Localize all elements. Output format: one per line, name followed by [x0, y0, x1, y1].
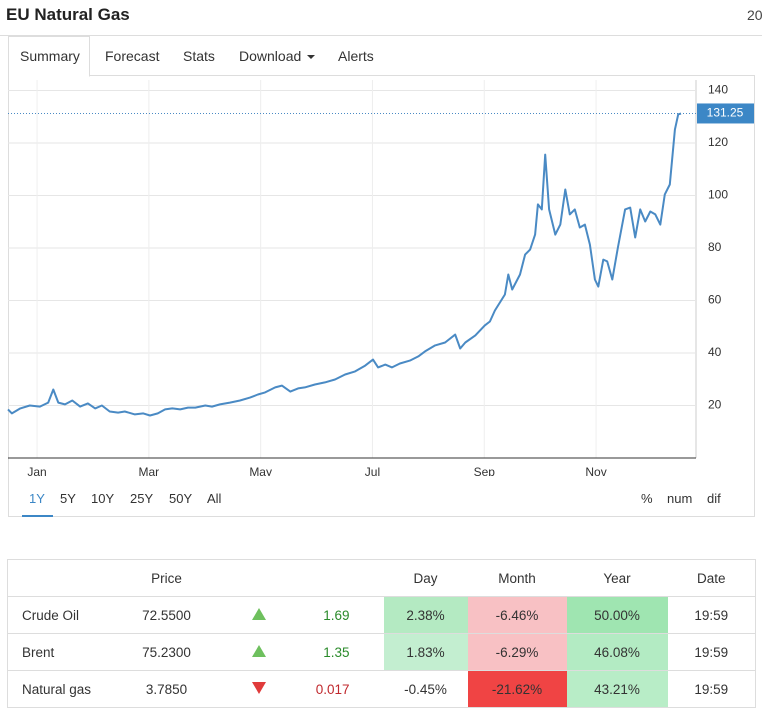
y-tick-label: 140 — [708, 83, 728, 97]
header-cell — [308, 559, 384, 597]
y-tick-label: 20 — [708, 398, 722, 412]
display-mode[interactable]: % — [641, 491, 653, 506]
tab[interactable]: Stats — [183, 48, 215, 64]
month-cell: -21.62% — [467, 670, 567, 708]
active-underline — [22, 515, 53, 517]
name-cell: Crude Oil — [7, 596, 125, 634]
page-title: EU Natural Gas — [6, 5, 130, 24]
x-tick-label: Sep — [474, 465, 496, 476]
year-cell: 50.00% — [566, 596, 668, 634]
active-tab-frame — [8, 36, 90, 77]
day-cell: 1.83% — [383, 633, 468, 671]
range-button[interactable]: 1Y — [29, 491, 45, 506]
table-row[interactable]: Natural gas 3.7850 0.017 -0.45% -21.62% 43.21… — [7, 670, 756, 708]
month-cell: -6.46% — [467, 596, 567, 634]
y-tick-label: 80 — [708, 240, 722, 254]
tab-dropdown[interactable]: Download — [239, 48, 316, 64]
header-cell: Day — [383, 559, 468, 597]
range-button[interactable]: 50Y — [169, 491, 193, 506]
year-cell: 46.08% — [566, 633, 668, 671]
y-tick-label: 60 — [708, 293, 722, 307]
header-cell: Month — [467, 559, 567, 597]
trend-cell — [208, 596, 309, 634]
year-cell: 43.21% — [566, 670, 668, 708]
header-row: Price Day Month Year Date — [7, 559, 756, 597]
header-cell — [7, 559, 125, 597]
date-cell: 19:59 — [667, 596, 756, 634]
table-row[interactable]: Crude Oil 72.5500 1.69 2.38% -6.46% 50.00% 19:… — [7, 596, 756, 634]
price-cell: 75.2300 — [124, 633, 209, 671]
y-tick-label: 100 — [708, 188, 728, 202]
caret — [307, 55, 316, 60]
tab[interactable]: Alerts — [338, 48, 374, 64]
chart: 20 40 60 80 100 120 140 Jan Mar May Jul Sep Nov 131.2… — [7, 80, 754, 476]
y-tick-label: 120 — [708, 135, 728, 149]
last-value-label: 131.25 — [707, 106, 744, 120]
tab[interactable]: Forecast — [105, 48, 160, 64]
last-value-box — [697, 103, 754, 124]
trend-cell — [208, 633, 309, 671]
y-tick-label: 40 — [708, 345, 722, 359]
header-cell: Year — [566, 559, 668, 597]
display-mode[interactable]: num — [667, 491, 693, 506]
date-cell: 19:59 — [667, 633, 756, 671]
display-mode[interactable]: dif — [707, 491, 721, 506]
quotes-table: Price Day Month Year Date Crude Oil 72.55… — [7, 559, 756, 708]
date-fragment: 20 — [747, 7, 762, 23]
chart-panel — [8, 76, 755, 517]
tab[interactable]: Summary — [20, 48, 80, 64]
trend-cell — [208, 670, 309, 708]
trend-arrow — [251, 607, 266, 620]
trend-arrow — [251, 681, 266, 694]
x-tick-label: Mar — [139, 465, 160, 476]
price-cell: 72.5500 — [124, 596, 209, 634]
tab-label: Download — [239, 48, 302, 64]
change-cell: 0.017 — [308, 670, 384, 708]
x-tick-label: May — [249, 465, 272, 476]
table-row[interactable]: Brent 75.2300 1.35 1.83% -6.29% 46.08% 19:59 — [7, 633, 756, 671]
name-cell: Natural gas — [7, 670, 125, 708]
price-cell: 3.7850 — [124, 670, 209, 708]
range-button[interactable]: 5Y — [60, 491, 76, 506]
table-body: Crude Oil 72.5500 1.69 2.38% -6.46% 50.00% 19:… — [7, 596, 756, 708]
month-cell: -6.29% — [467, 633, 567, 671]
header-cell: Price — [124, 559, 209, 597]
x-tick-label: Nov — [585, 465, 606, 476]
name-cell: Brent — [7, 633, 125, 671]
x-tick-label: Jan — [27, 465, 46, 476]
trend-arrow — [251, 644, 266, 657]
divider — [0, 35, 762, 36]
tab-bar: Summary Forecast Stats Download Alerts — [8, 36, 755, 77]
x-tick-label: Jul — [365, 465, 380, 476]
change-cell: 1.35 — [308, 633, 384, 671]
change-cell: 1.69 — [308, 596, 384, 634]
price-line — [7, 112, 682, 417]
header-cell — [208, 559, 309, 597]
header-cell: Date — [667, 559, 756, 597]
day-cell: 2.38% — [383, 596, 468, 634]
day-cell: -0.45% — [383, 670, 468, 708]
range-button[interactable]: 25Y — [130, 491, 154, 506]
date-cell: 19:59 — [667, 670, 756, 708]
range-button[interactable]: 10Y — [91, 491, 115, 506]
range-button[interactable]: All — [207, 491, 222, 506]
